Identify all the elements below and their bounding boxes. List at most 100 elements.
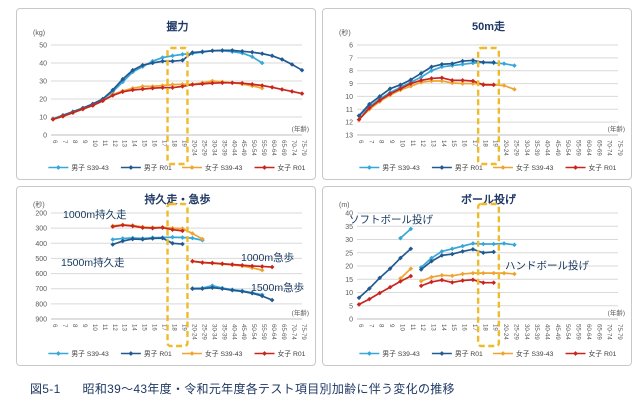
series-softball-womens-r01 xyxy=(356,273,414,307)
data-point-marker xyxy=(220,80,225,86)
x-tick-label: 9 xyxy=(81,140,88,144)
data-point-marker xyxy=(398,82,403,88)
data-point-marker xyxy=(90,103,96,108)
data-point-marker xyxy=(220,261,225,267)
legend-label: 男子 S39-43 xyxy=(382,164,420,172)
legend-marker-icon xyxy=(128,351,134,356)
legend-marker-icon xyxy=(128,165,134,170)
data-point-marker xyxy=(70,110,76,115)
y-axis-unit-label: (kg) xyxy=(33,30,45,37)
data-point-marker xyxy=(439,277,445,283)
data-point-marker xyxy=(170,58,175,64)
x-tick-label: 60-64 xyxy=(270,324,277,340)
data-point-marker xyxy=(239,262,245,268)
data-point-marker xyxy=(190,235,195,241)
x-tick-label: 50-54 xyxy=(250,140,257,156)
y-tick-label: 13 xyxy=(345,133,353,140)
chart-panel-ball-throw: 0 5 10 15 20 25 30 35 40 (m) ボール投げ (年齢) 6 7 8 9 10 11 12 13… xyxy=(322,186,632,366)
highlight-ages-18-19 xyxy=(166,202,189,348)
legend-item-mens_r01: 男子 R01 xyxy=(120,164,172,172)
data-point-marker xyxy=(180,84,185,89)
y-tick-label: 11 xyxy=(346,107,353,114)
x-tick-label: 65-69 xyxy=(280,324,287,340)
legend-marker-icon xyxy=(573,165,578,170)
data-point-marker xyxy=(229,48,235,53)
legend-label: 男子 R01 xyxy=(144,350,172,358)
data-point-marker xyxy=(439,61,445,67)
data-point-marker xyxy=(180,241,185,247)
data-point-marker xyxy=(130,236,135,242)
data-point-marker xyxy=(160,225,165,230)
legend-label: 男子 R01 xyxy=(144,164,172,172)
y-tick-label: 50 xyxy=(39,43,47,50)
x-tick-label: 60-64 xyxy=(585,324,592,340)
data-point-marker xyxy=(470,247,476,252)
x-tick-label: 35-39 xyxy=(533,324,540,340)
x-tick-label: 15 xyxy=(450,140,457,147)
legend-marker-icon xyxy=(366,351,372,356)
x-tick-label: 9 xyxy=(81,324,88,328)
chart-svg: 200 300 400 500 600 700 800 900 (秒) 持久走・急歩 (年齢) 6 7 8… xyxy=(33,192,309,358)
gridlines: 0 10 20 30 40 50 xyxy=(39,43,302,140)
x-tick-label: 12 xyxy=(419,140,426,147)
data-point-marker xyxy=(259,51,265,56)
legend-label: 女子 S39-43 xyxy=(205,349,243,358)
legend-item-mens_s39: 男子 S39-43 xyxy=(359,164,420,172)
x-axis-age-label: (年齢) xyxy=(292,308,309,317)
x-tick-label: 14 xyxy=(131,324,138,331)
data-point-marker xyxy=(180,52,185,57)
x-tick-label: 50-54 xyxy=(564,140,571,156)
data-point-marker xyxy=(279,57,285,62)
data-point-marker xyxy=(269,264,275,270)
x-tick-label: 8 xyxy=(71,324,78,328)
data-point-marker xyxy=(470,277,476,283)
legend-marker-icon xyxy=(500,351,506,356)
data-point-marker xyxy=(460,61,465,67)
data-point-marker xyxy=(377,97,383,103)
annotation-label: 1500m持久走 xyxy=(61,256,125,269)
data-point-marker xyxy=(460,271,465,277)
data-point-marker xyxy=(418,283,424,289)
y-tick-label: 800 xyxy=(35,301,47,308)
data-point-marker xyxy=(110,87,116,93)
data-point-marker xyxy=(190,258,195,264)
data-point-marker xyxy=(170,85,175,90)
y-tick-label: 20 xyxy=(345,264,353,271)
data-point-marker xyxy=(449,80,455,86)
data-point-marker xyxy=(491,270,496,276)
annotation-label: 1000m持久走 xyxy=(63,208,127,221)
data-point-marker xyxy=(249,49,255,55)
legend-label: 女子 S39-43 xyxy=(516,349,554,358)
legend-marker-icon xyxy=(439,351,445,356)
x-tick-label: 75-79 xyxy=(616,140,623,156)
data-point-marker xyxy=(470,78,476,84)
legend-item-womens_s39: 女子 S39-43 xyxy=(182,349,243,358)
data-point-marker xyxy=(220,48,225,53)
chart-title: 持久走・急歩 xyxy=(145,192,211,206)
data-point-marker xyxy=(170,234,175,240)
data-point-marker xyxy=(200,81,205,87)
y-tick-label: 25 xyxy=(345,250,353,257)
x-tick-labels: 6 7 8 9 10 11 12 13 14 15 16 17 18 19 20-24 25-29 30-34 3… xyxy=(51,140,307,156)
data-point-marker xyxy=(491,249,496,255)
x-tick-label: 35-39 xyxy=(220,140,227,156)
legend-label: 男子 R01 xyxy=(455,164,483,172)
data-point-marker xyxy=(269,85,275,90)
x-tick-label: 9 xyxy=(388,140,395,144)
data-point-marker xyxy=(110,224,116,229)
data-point-marker xyxy=(418,74,424,80)
x-tick-label: 17 xyxy=(471,324,478,331)
data-point-marker xyxy=(449,280,455,285)
legend-item-mens_s39: 男子 S39-43 xyxy=(359,350,420,358)
y-tick-label: 400 xyxy=(35,241,47,248)
data-point-marker xyxy=(259,83,265,88)
data-point-marker xyxy=(239,289,245,294)
data-point-marker xyxy=(200,236,205,242)
legend-label: 女子 R01 xyxy=(278,349,306,358)
y-tick-label: 600 xyxy=(35,271,47,278)
data-point-marker xyxy=(170,53,175,59)
data-point-marker xyxy=(120,89,126,95)
annotation-label: 1500m急歩 xyxy=(251,281,304,294)
data-point-marker xyxy=(120,222,126,228)
